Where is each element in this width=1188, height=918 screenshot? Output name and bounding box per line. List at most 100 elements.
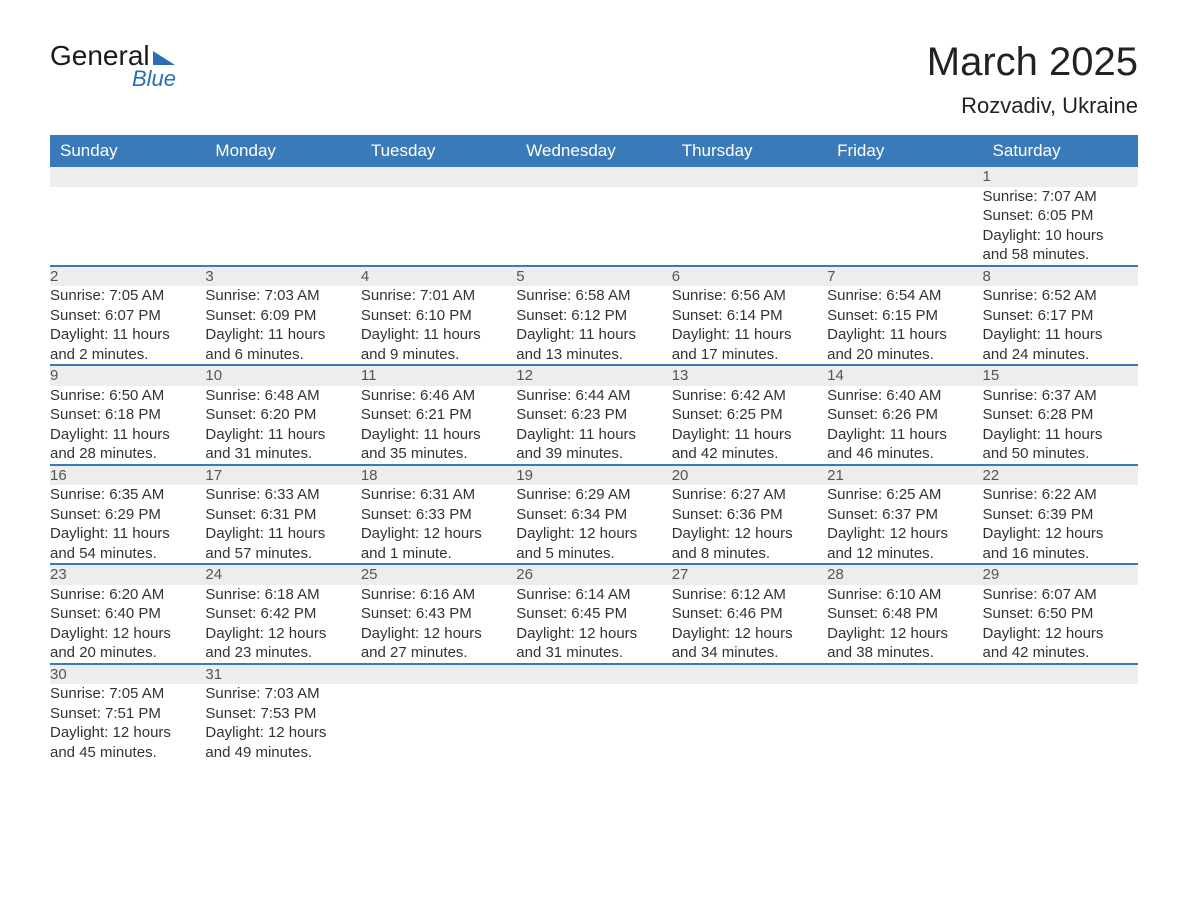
day-content-row: Sunrise: 6:35 AMSunset: 6:29 PMDaylight:…: [50, 485, 1138, 564]
day-cell: Sunrise: 7:03 AMSunset: 7:53 PMDaylight:…: [205, 684, 360, 762]
day-number: 7: [827, 266, 982, 287]
weekday-header: Friday: [827, 135, 982, 167]
daylight-text: and 45 minutes.: [50, 743, 205, 763]
day-number: [361, 167, 516, 187]
day-cell: Sunrise: 6:50 AMSunset: 6:18 PMDaylight:…: [50, 386, 205, 465]
day-number: 14: [827, 365, 982, 386]
daylight-text: Daylight: 11 hours: [205, 524, 360, 544]
day-number: [205, 167, 360, 187]
daylight-text: Daylight: 12 hours: [827, 524, 982, 544]
day-number: 27: [672, 564, 827, 585]
day-cell: Sunrise: 6:37 AMSunset: 6:28 PMDaylight:…: [983, 386, 1138, 465]
sunset-text: Sunset: 6:18 PM: [50, 405, 205, 425]
daylight-text: Daylight: 11 hours: [205, 425, 360, 445]
daylight-text: and 31 minutes.: [516, 643, 671, 663]
weekday-header: Monday: [205, 135, 360, 167]
sunset-text: Sunset: 6:14 PM: [672, 306, 827, 326]
sunset-text: Sunset: 6:15 PM: [827, 306, 982, 326]
sunset-text: Sunset: 6:25 PM: [672, 405, 827, 425]
day-cell: Sunrise: 6:25 AMSunset: 6:37 PMDaylight:…: [827, 485, 982, 564]
daylight-text: and 35 minutes.: [361, 444, 516, 464]
daylight-text: and 42 minutes.: [983, 643, 1138, 663]
day-number: [50, 167, 205, 187]
sunrise-text: Sunrise: 6:56 AM: [672, 286, 827, 306]
sunset-text: Sunset: 6:31 PM: [205, 505, 360, 525]
sunset-text: Sunset: 6:21 PM: [361, 405, 516, 425]
weekday-header: Tuesday: [361, 135, 516, 167]
daylight-text: Daylight: 11 hours: [983, 325, 1138, 345]
sunrise-text: Sunrise: 7:05 AM: [50, 684, 205, 704]
day-number: 20: [672, 465, 827, 486]
sunset-text: Sunset: 7:51 PM: [50, 704, 205, 724]
daylight-text: Daylight: 12 hours: [672, 524, 827, 544]
daylight-text: and 58 minutes.: [983, 245, 1138, 265]
daylight-text: Daylight: 12 hours: [361, 524, 516, 544]
daylight-text: and 6 minutes.: [205, 345, 360, 365]
sunrise-text: Sunrise: 6:29 AM: [516, 485, 671, 505]
day-cell: [205, 187, 360, 266]
sunrise-text: Sunrise: 6:50 AM: [50, 386, 205, 406]
sunrise-text: Sunrise: 7:03 AM: [205, 286, 360, 306]
daylight-text: Daylight: 11 hours: [672, 325, 827, 345]
daylight-text: Daylight: 12 hours: [50, 723, 205, 743]
day-number: 18: [361, 465, 516, 486]
day-cell: Sunrise: 6:48 AMSunset: 6:20 PMDaylight:…: [205, 386, 360, 465]
day-number: 3: [205, 266, 360, 287]
daylight-text: and 34 minutes.: [672, 643, 827, 663]
day-cell: Sunrise: 6:44 AMSunset: 6:23 PMDaylight:…: [516, 386, 671, 465]
calendar-table: SundayMondayTuesdayWednesdayThursdayFrid…: [50, 135, 1138, 762]
day-cell: Sunrise: 6:10 AMSunset: 6:48 PMDaylight:…: [827, 585, 982, 664]
sunrise-text: Sunrise: 7:01 AM: [361, 286, 516, 306]
sunset-text: Sunset: 6:28 PM: [983, 405, 1138, 425]
day-cell: [361, 684, 516, 762]
daylight-text: Daylight: 11 hours: [361, 425, 516, 445]
day-cell: [516, 684, 671, 762]
day-number: 29: [983, 564, 1138, 585]
day-cell: Sunrise: 7:01 AMSunset: 6:10 PMDaylight:…: [361, 286, 516, 365]
day-number: 8: [983, 266, 1138, 287]
day-number: 28: [827, 564, 982, 585]
sunset-text: Sunset: 6:50 PM: [983, 604, 1138, 624]
logo-word2: Blue: [132, 66, 176, 92]
sunset-text: Sunset: 6:26 PM: [827, 405, 982, 425]
daylight-text: and 39 minutes.: [516, 444, 671, 464]
title-month: March 2025: [927, 40, 1138, 85]
day-cell: [672, 187, 827, 266]
day-cell: [827, 684, 982, 762]
day-cell: Sunrise: 6:52 AMSunset: 6:17 PMDaylight:…: [983, 286, 1138, 365]
day-cell: Sunrise: 6:54 AMSunset: 6:15 PMDaylight:…: [827, 286, 982, 365]
day-number: 31: [205, 664, 360, 685]
day-number-row: 3031: [50, 664, 1138, 685]
sunrise-text: Sunrise: 6:07 AM: [983, 585, 1138, 605]
day-cell: Sunrise: 6:27 AMSunset: 6:36 PMDaylight:…: [672, 485, 827, 564]
day-content-row: Sunrise: 6:20 AMSunset: 6:40 PMDaylight:…: [50, 585, 1138, 664]
logo: General Blue: [50, 40, 176, 92]
day-cell: Sunrise: 6:40 AMSunset: 6:26 PMDaylight:…: [827, 386, 982, 465]
daylight-text: Daylight: 12 hours: [672, 624, 827, 644]
day-number: 23: [50, 564, 205, 585]
sunrise-text: Sunrise: 6:18 AM: [205, 585, 360, 605]
daylight-text: Daylight: 10 hours: [983, 226, 1138, 246]
sunrise-text: Sunrise: 6:27 AM: [672, 485, 827, 505]
day-cell: [516, 187, 671, 266]
day-cell: Sunrise: 6:56 AMSunset: 6:14 PMDaylight:…: [672, 286, 827, 365]
weekday-header: Saturday: [983, 135, 1138, 167]
day-number: 16: [50, 465, 205, 486]
daylight-text: and 27 minutes.: [361, 643, 516, 663]
daylight-text: and 5 minutes.: [516, 544, 671, 564]
sunrise-text: Sunrise: 6:16 AM: [361, 585, 516, 605]
sunset-text: Sunset: 6:48 PM: [827, 604, 982, 624]
daylight-text: and 38 minutes.: [827, 643, 982, 663]
sunrise-text: Sunrise: 6:33 AM: [205, 485, 360, 505]
day-cell: Sunrise: 6:14 AMSunset: 6:45 PMDaylight:…: [516, 585, 671, 664]
day-number: 13: [672, 365, 827, 386]
daylight-text: and 24 minutes.: [983, 345, 1138, 365]
day-number-row: 16171819202122: [50, 465, 1138, 486]
sunrise-text: Sunrise: 6:20 AM: [50, 585, 205, 605]
daylight-text: Daylight: 11 hours: [827, 425, 982, 445]
sunset-text: Sunset: 6:39 PM: [983, 505, 1138, 525]
day-number-row: 23242526272829: [50, 564, 1138, 585]
day-content-row: Sunrise: 7:07 AMSunset: 6:05 PMDaylight:…: [50, 187, 1138, 266]
day-cell: Sunrise: 6:07 AMSunset: 6:50 PMDaylight:…: [983, 585, 1138, 664]
daylight-text: Daylight: 11 hours: [361, 325, 516, 345]
